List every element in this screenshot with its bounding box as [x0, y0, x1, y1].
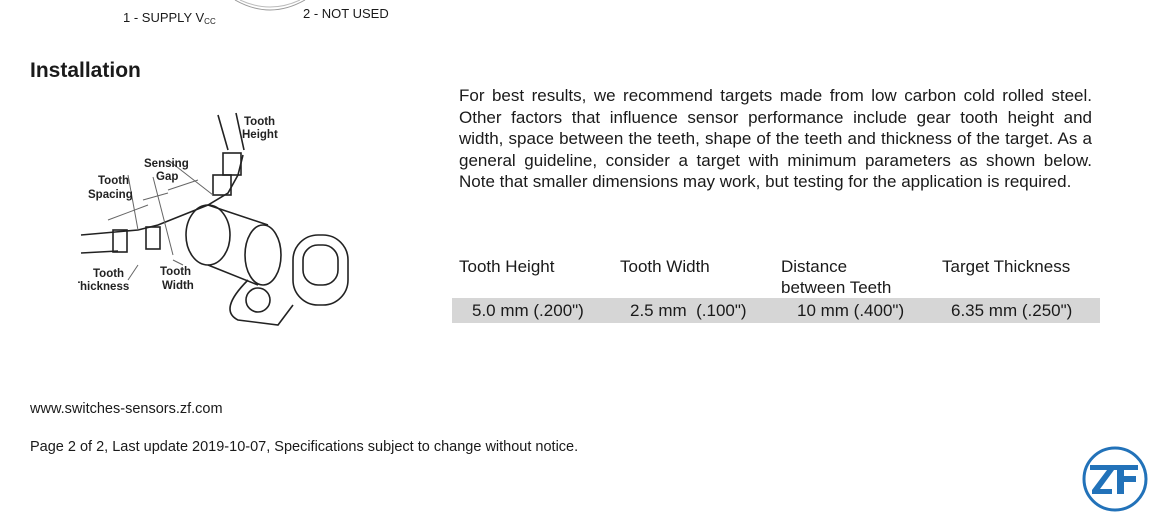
header-distance-line1: Distance	[781, 257, 848, 276]
zf-logo	[1082, 446, 1148, 512]
target-recommendation-paragraph: For best results, we recommend targets m…	[459, 86, 1092, 192]
pin-2-label: 2 - NOT USED	[303, 6, 389, 21]
connector-drawing-fragment	[234, 0, 306, 11]
header-target-thickness: Target Thickness	[942, 257, 1071, 276]
value-distance-between-teeth: 10 mm (.400")	[797, 301, 905, 320]
pin-1-label: 1 - SUPPLY VCC	[123, 10, 216, 26]
value-target-thickness: 6.35 mm (.250")	[951, 301, 1073, 320]
value-tooth-height: 5.0 mm (.200")	[472, 301, 584, 320]
label-tooth-thickness-2: Thickness	[78, 281, 129, 293]
section-title: Installation	[30, 59, 141, 82]
label-tooth-thickness-1: Tooth	[93, 268, 124, 280]
label-tooth-height-2: Height	[242, 129, 278, 141]
website-link[interactable]: www.switches-sensors.zf.com	[30, 401, 223, 417]
header-distance-between-teeth: Distance between Teeth	[781, 256, 891, 298]
header-distance-line2: between Teeth	[781, 278, 892, 297]
header-tooth-height: Tooth Height	[459, 257, 555, 276]
table-row	[452, 298, 1100, 323]
label-tooth-width-1: Tooth	[160, 266, 191, 278]
label-tooth-width-2: Width	[162, 280, 194, 292]
label-tooth-height-1: Tooth	[244, 116, 275, 128]
sensor-installation-diagram: Tooth Height Sensing Gap Tooth Spacing T…	[78, 112, 349, 326]
label-tooth-spacing-2: Spacing	[88, 189, 133, 201]
header-tooth-width: Tooth Width	[620, 257, 710, 276]
label-sensing-gap-1: Sensing	[144, 158, 189, 170]
label-tooth-spacing-1: Tooth	[98, 175, 129, 187]
label-sensing-gap-2: Gap	[156, 171, 178, 183]
value-tooth-width: 2.5 mm (.100")	[630, 301, 747, 320]
page-note: Page 2 of 2, Last update 2019-10-07, Spe…	[30, 439, 579, 455]
